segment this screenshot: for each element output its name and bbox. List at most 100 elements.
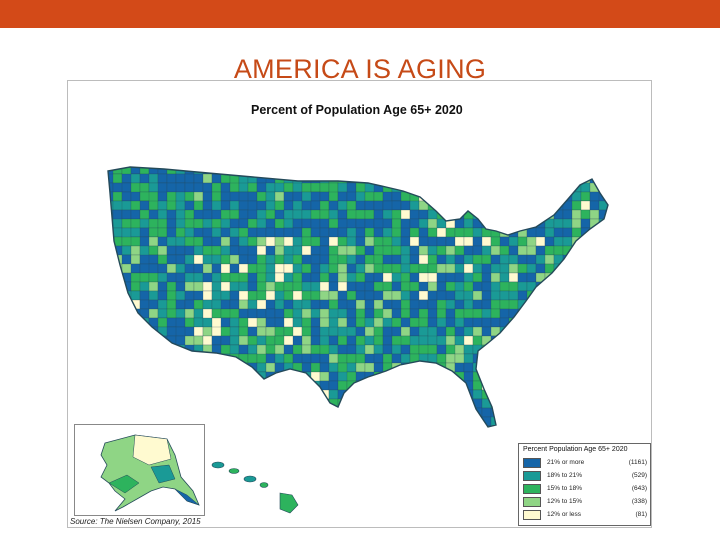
county-cell bbox=[427, 272, 438, 283]
county-cell bbox=[472, 272, 483, 283]
county-cell bbox=[400, 308, 411, 319]
county-cell bbox=[238, 425, 249, 427]
county-cell bbox=[490, 317, 501, 328]
county-cell bbox=[463, 245, 474, 256]
county-cell bbox=[535, 200, 546, 211]
county-cell bbox=[382, 380, 393, 391]
county-cell bbox=[445, 416, 465, 427]
county-cell bbox=[139, 380, 159, 391]
county-cell bbox=[472, 191, 483, 202]
county-cell bbox=[463, 167, 483, 175]
county-cell bbox=[490, 380, 501, 391]
county-cell bbox=[526, 308, 537, 319]
county-cell bbox=[238, 380, 258, 391]
county-cell bbox=[373, 416, 384, 427]
county-cell bbox=[211, 407, 231, 418]
county-cell bbox=[571, 167, 582, 175]
county-cell bbox=[517, 317, 528, 328]
county-cell bbox=[526, 209, 537, 220]
county-cell bbox=[562, 344, 582, 355]
county-cell bbox=[526, 362, 537, 373]
county-cell bbox=[121, 245, 132, 256]
county-cell bbox=[580, 236, 600, 256]
county-cell bbox=[463, 200, 474, 211]
county-cell bbox=[320, 435, 329, 444]
county-cell bbox=[607, 407, 608, 418]
county-cell bbox=[274, 326, 285, 337]
county-cell bbox=[454, 407, 465, 427]
county-cell bbox=[562, 326, 573, 337]
county-cell bbox=[292, 182, 303, 193]
county-cell bbox=[130, 398, 141, 409]
county-cell bbox=[445, 245, 456, 256]
county-cell bbox=[256, 227, 267, 238]
county-cell bbox=[283, 272, 294, 283]
county-cell bbox=[364, 380, 375, 391]
county-cell bbox=[337, 425, 348, 427]
county-cell bbox=[292, 167, 303, 175]
county-cell bbox=[382, 290, 393, 301]
county-cell bbox=[337, 416, 348, 427]
county-cell bbox=[108, 236, 114, 247]
county-cell bbox=[562, 227, 573, 238]
county-cell bbox=[391, 389, 402, 400]
county-cell bbox=[139, 227, 150, 238]
county-cell bbox=[427, 254, 438, 265]
county-cell bbox=[508, 182, 519, 193]
county-cell bbox=[445, 191, 465, 202]
county-cell bbox=[427, 371, 438, 382]
county-cell bbox=[508, 416, 528, 427]
county-cell bbox=[193, 398, 204, 409]
county-cell bbox=[238, 389, 249, 400]
county-cell bbox=[328, 416, 339, 427]
county-cell bbox=[571, 344, 582, 355]
county-cell bbox=[310, 362, 321, 373]
county-cell bbox=[184, 371, 195, 382]
county-cell bbox=[580, 389, 591, 400]
county-cell bbox=[445, 290, 456, 301]
county-cell bbox=[355, 245, 366, 256]
county-cell bbox=[598, 308, 608, 319]
county-cell bbox=[256, 200, 267, 211]
county-cell bbox=[238, 254, 249, 265]
county-cell bbox=[391, 371, 411, 382]
county-cell bbox=[607, 182, 608, 193]
county-cell bbox=[571, 407, 582, 418]
county-cell bbox=[607, 281, 608, 301]
county-cell bbox=[535, 407, 546, 418]
county-cell bbox=[108, 317, 123, 328]
county-cell bbox=[589, 362, 600, 382]
county-cell bbox=[400, 344, 411, 355]
county-cell bbox=[184, 389, 195, 400]
county-cell bbox=[292, 425, 303, 427]
county-cell bbox=[427, 389, 438, 400]
county-cell bbox=[454, 389, 465, 400]
county-cell bbox=[427, 425, 438, 427]
county-cell bbox=[166, 344, 177, 355]
county-cell bbox=[481, 425, 492, 427]
county-cell bbox=[544, 167, 555, 175]
county-cell bbox=[202, 380, 213, 391]
county-cell bbox=[481, 407, 492, 418]
county-cell bbox=[418, 209, 429, 220]
county-cell bbox=[490, 353, 501, 364]
county-cell bbox=[202, 362, 213, 373]
county-cell bbox=[256, 326, 267, 337]
county-cell bbox=[607, 167, 608, 175]
county-cell bbox=[184, 407, 204, 418]
county-cell bbox=[112, 353, 123, 364]
county-cell bbox=[508, 254, 519, 265]
county-cell bbox=[598, 236, 608, 247]
county-cell bbox=[454, 263, 465, 274]
county-cell bbox=[229, 389, 240, 400]
county-cell bbox=[130, 362, 141, 373]
county-cell bbox=[562, 218, 573, 229]
county-cell bbox=[391, 380, 402, 391]
county-cell bbox=[436, 326, 447, 337]
county-cell bbox=[382, 353, 393, 364]
county-cell bbox=[130, 371, 141, 382]
county-cell bbox=[562, 425, 573, 427]
county-cell bbox=[418, 335, 429, 346]
county-cell bbox=[472, 290, 483, 301]
county-cell bbox=[373, 200, 384, 211]
